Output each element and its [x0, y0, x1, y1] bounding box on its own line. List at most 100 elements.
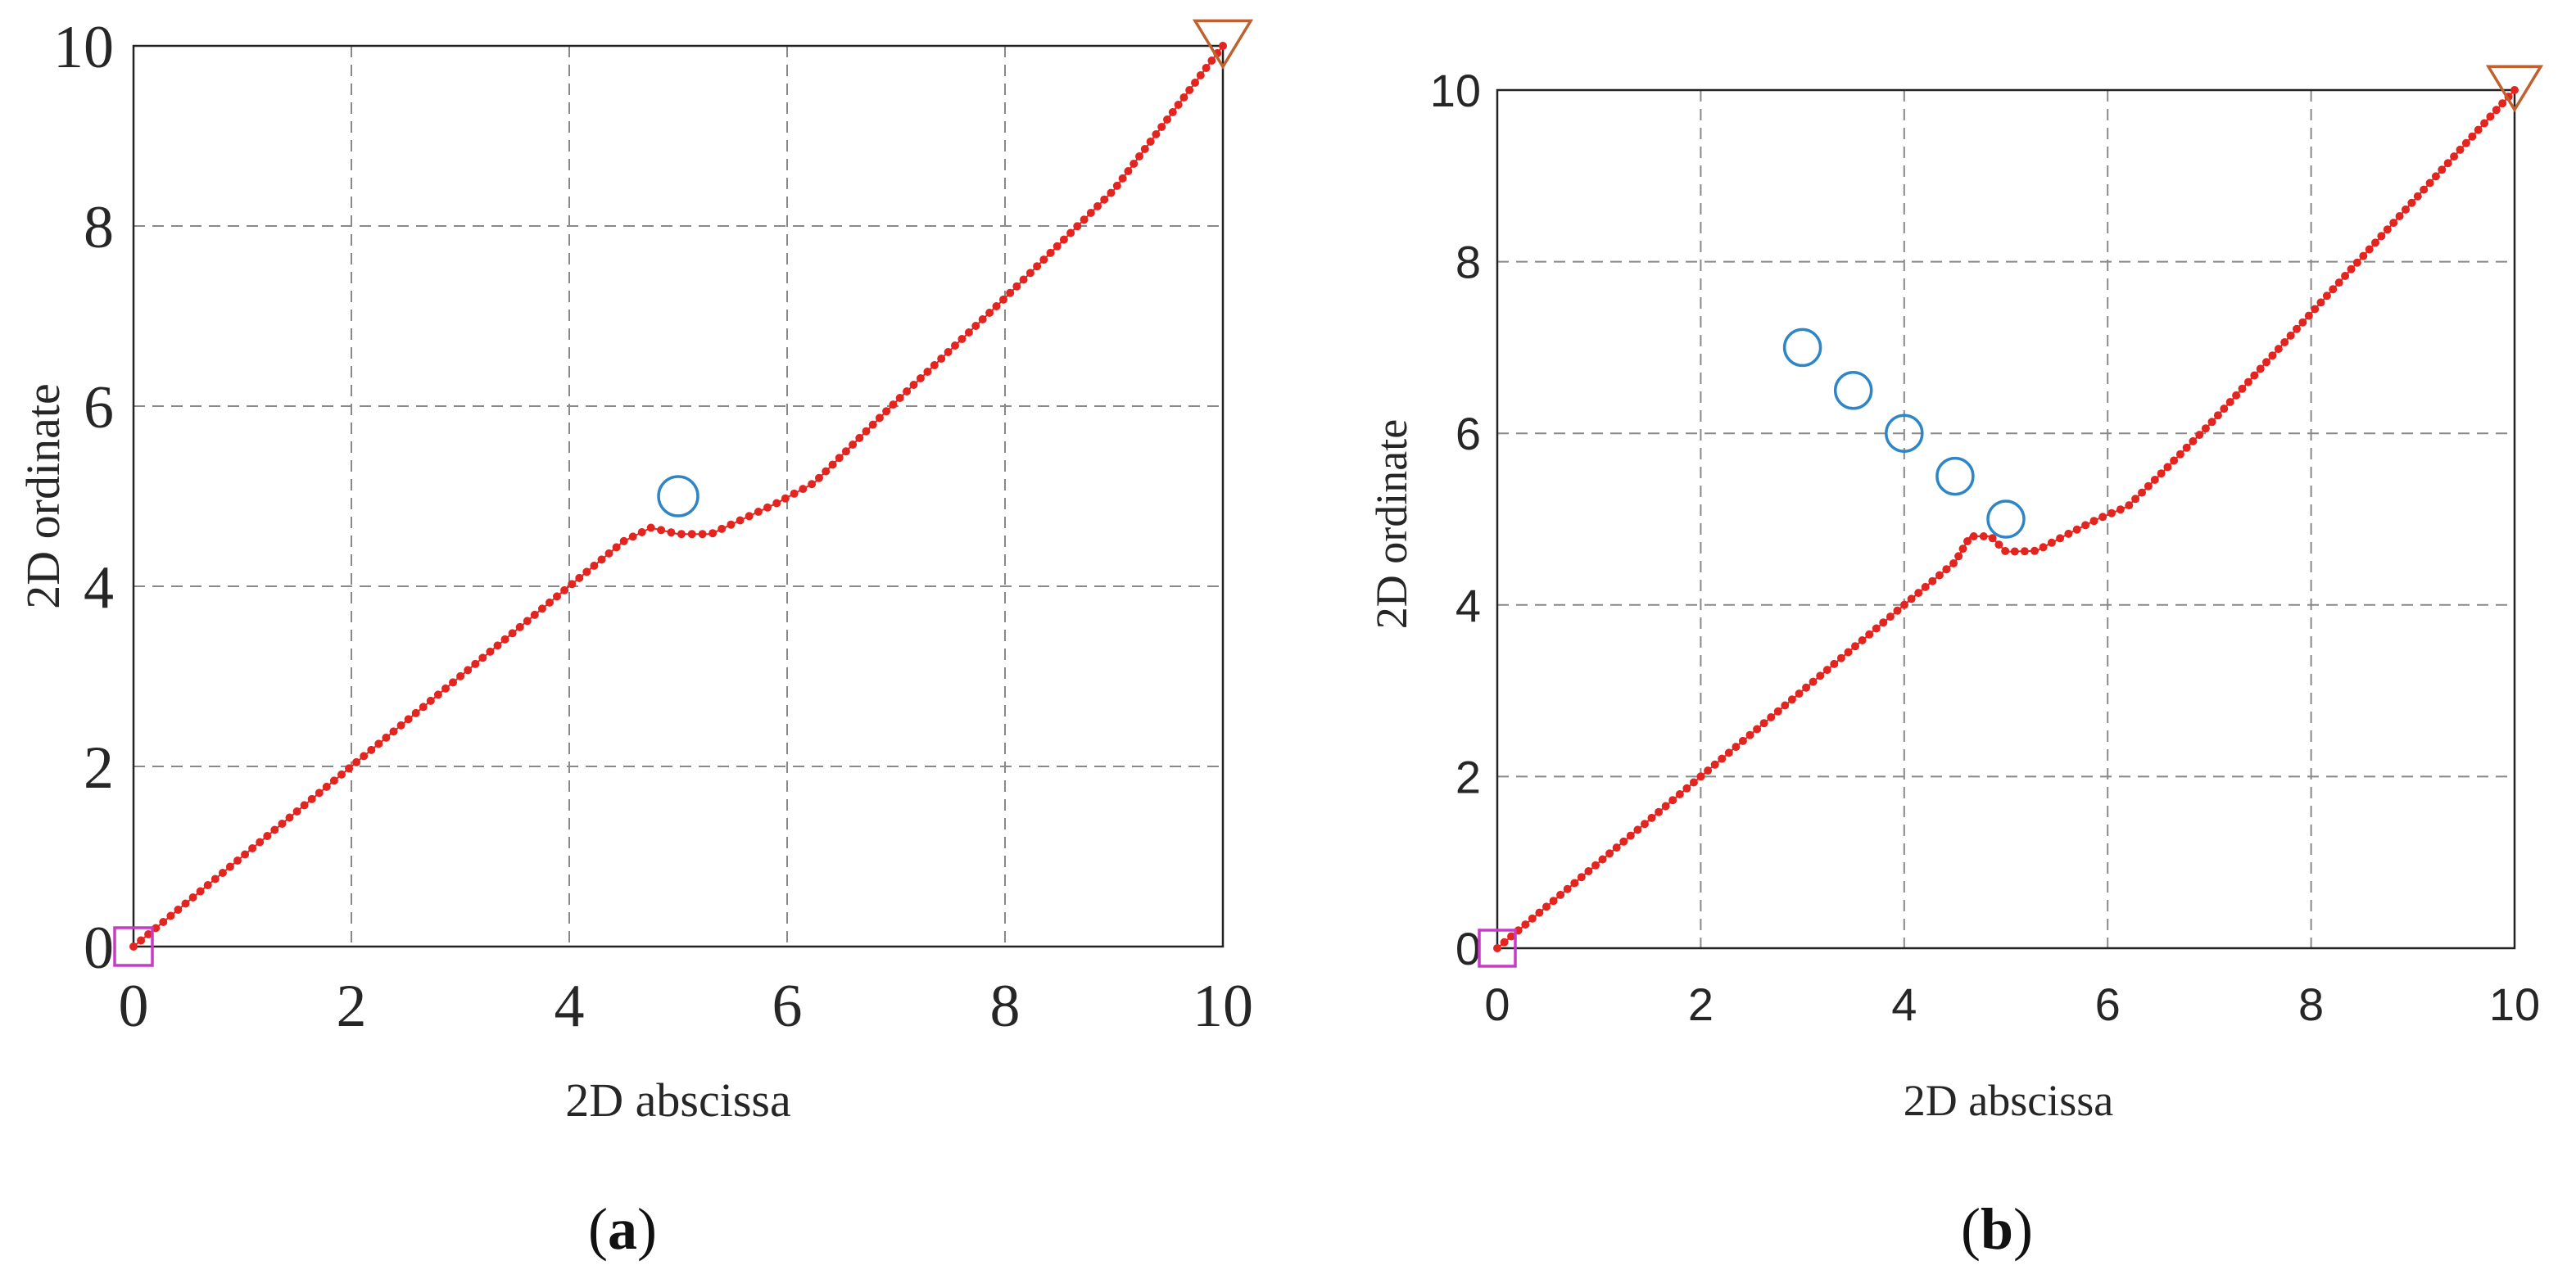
path-point [1598, 855, 1607, 864]
path-point [2322, 292, 2331, 301]
path-point [1696, 772, 1705, 781]
path-point [1745, 730, 1754, 739]
path-point [1836, 653, 1845, 662]
path-point [1168, 108, 1177, 116]
path-point [1689, 778, 1698, 787]
path-point [1066, 228, 1075, 237]
path-point [889, 400, 898, 409]
path-point [1500, 938, 1509, 947]
x-tick-label: 2 [337, 973, 367, 1040]
path-point [1795, 689, 1804, 698]
path-point [930, 361, 939, 369]
path-point [2250, 371, 2259, 380]
path-point [951, 341, 959, 350]
path-point [1025, 269, 1034, 278]
path-point [2413, 192, 2422, 201]
path-point [1988, 534, 1997, 543]
path-point [2220, 404, 2229, 414]
path-point [944, 348, 953, 356]
x-tick-label: 0 [1484, 978, 1510, 1030]
path-point [374, 739, 383, 748]
path-point [1907, 594, 1916, 603]
path-point [2329, 285, 2338, 294]
path-point [211, 875, 220, 884]
path-point [1577, 873, 1586, 882]
path-point [537, 604, 546, 613]
path-point [188, 893, 197, 902]
path-point [2407, 198, 2416, 207]
markers [1478, 65, 2544, 968]
x-tick-label: 4 [1891, 978, 1917, 1030]
path-point [772, 499, 781, 508]
path-point [895, 394, 904, 402]
path-point [2081, 521, 2090, 530]
path-series [129, 42, 1227, 951]
path-point [964, 328, 973, 337]
path-point [1006, 288, 1015, 297]
path-point [604, 549, 613, 558]
goal-marker [2485, 65, 2544, 113]
panel-b-caption: (b) [1961, 1196, 2033, 1262]
path-point [515, 622, 524, 631]
path-point [2163, 463, 2172, 472]
path-point [736, 516, 745, 525]
path-point [1668, 796, 1677, 805]
path-point [166, 911, 175, 920]
path-point [1718, 754, 1727, 763]
path-point [999, 295, 1007, 304]
path-point [1900, 600, 1908, 609]
path-point [2286, 331, 2295, 340]
y-tick-label: 10 [53, 14, 114, 81]
path-point [1661, 802, 1670, 811]
path-point [1535, 908, 1544, 917]
path-point [144, 930, 153, 938]
path-point [456, 671, 465, 680]
path-point [2334, 278, 2343, 287]
path-point [411, 708, 420, 717]
path-point [1549, 897, 1558, 906]
path-point [225, 862, 234, 871]
path-point [1872, 624, 1881, 633]
path-point [568, 580, 577, 589]
y-tick-label: 0 [84, 915, 114, 982]
path-point [763, 503, 772, 512]
path-point [2125, 501, 2134, 510]
path-point [2232, 391, 2241, 400]
path-point [1073, 222, 1082, 231]
path-point [862, 427, 871, 436]
path-point [1851, 642, 1859, 651]
y-tick-label: 2 [1456, 751, 1481, 802]
path-point [2450, 152, 2459, 161]
path-point [677, 530, 686, 539]
path-point [2438, 165, 2447, 174]
path-point [1053, 242, 1062, 251]
path-point [1759, 719, 1768, 728]
path-point [815, 473, 823, 482]
path-point [1858, 636, 1867, 644]
path-point [2377, 232, 2386, 241]
path-point [2189, 436, 2198, 445]
path-point [1710, 760, 1719, 769]
x-tick-label: 6 [772, 973, 803, 1040]
path-point [360, 752, 369, 761]
path-point [248, 844, 257, 852]
path-point [841, 447, 850, 456]
path-point [1641, 820, 1649, 829]
path-point [174, 906, 183, 914]
path-point [781, 494, 790, 503]
x-tick-label: 6 [2095, 978, 2121, 1030]
path-point [2098, 513, 2107, 522]
path-point [1647, 813, 1656, 822]
path-point [404, 715, 413, 724]
path-point [754, 508, 763, 516]
path-point [2072, 525, 2081, 534]
path-point [500, 635, 509, 644]
x-axis-label: 2D abscissa [565, 1073, 790, 1127]
path-point [1507, 932, 1516, 941]
path-point [2157, 469, 2166, 478]
markers [113, 19, 1254, 967]
path-point [553, 592, 561, 601]
panel-b: 0 2 4 6 8 10 0 2 4 6 8 10 2D abscissa 2D ordinate (… [1367, 65, 2544, 1262]
x-tick-label: 8 [990, 973, 1021, 1040]
